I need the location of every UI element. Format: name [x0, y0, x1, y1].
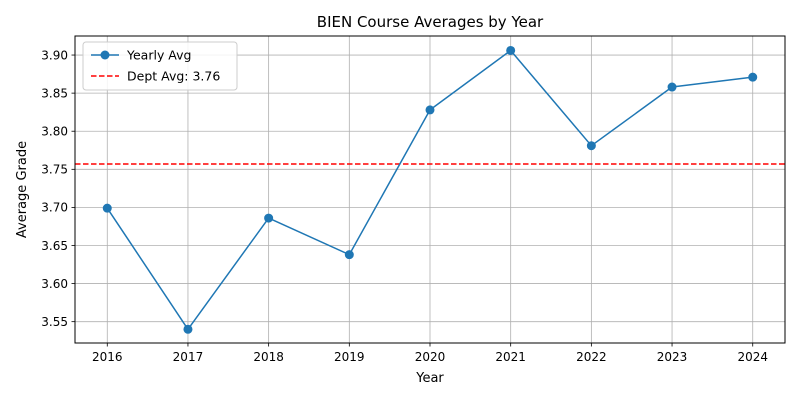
data-point [506, 45, 516, 55]
x-tick-label: 2018 [253, 350, 284, 364]
y-tick-label: 3.70 [41, 201, 68, 215]
y-tick-label: 3.90 [41, 48, 68, 62]
data-point [748, 72, 758, 82]
y-tick-label: 3.75 [41, 163, 68, 177]
series-layer [102, 45, 758, 334]
legend-series-marker [100, 50, 110, 60]
legend-series-label: Yearly Avg [126, 48, 191, 63]
data-point [667, 82, 677, 92]
chart-title: BIEN Course Averages by Year [317, 13, 544, 31]
x-tick-label: 2017 [173, 350, 204, 364]
data-point [102, 203, 112, 213]
y-axis-ticks: 3.55 3.60 3.65 3.70 3.75 3.80 3.85 3.90 [41, 48, 75, 329]
legend-reference-label: Dept Avg: 3.76 [127, 69, 220, 84]
legend: Yearly Avg Dept Avg: 3.76 [82, 41, 238, 91]
y-axis-label: Average Grade [15, 141, 30, 238]
x-tick-label: 2023 [657, 350, 688, 364]
grid-lines [75, 36, 785, 343]
legend-box [82, 41, 238, 91]
data-point [344, 250, 354, 260]
data-point [586, 141, 596, 151]
data-point [425, 105, 435, 115]
x-tick-label: 2024 [737, 350, 768, 364]
x-tick-label: 2021 [495, 350, 526, 364]
x-axis-ticks: 2016 2017 2018 2019 2020 2021 2022 2023 2024 [92, 343, 768, 364]
x-tick-label: 2020 [415, 350, 446, 364]
y-tick-label: 3.80 [41, 125, 68, 139]
data-point [183, 324, 193, 334]
x-axis-label: Year [415, 371, 444, 386]
y-tick-label: 3.65 [41, 239, 68, 253]
y-tick-label: 3.55 [41, 315, 68, 329]
y-tick-label: 3.60 [41, 277, 68, 291]
y-tick-label: 3.85 [41, 86, 68, 100]
x-tick-label: 2019 [334, 350, 365, 364]
x-tick-label: 2022 [576, 350, 607, 364]
x-tick-label: 2016 [92, 350, 123, 364]
data-point [264, 213, 274, 223]
